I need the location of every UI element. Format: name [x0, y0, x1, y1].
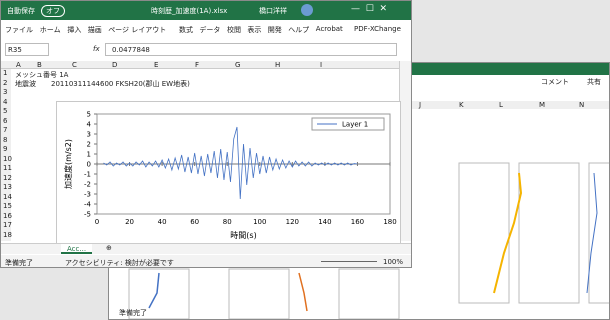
y-tick-label: -5: [84, 211, 91, 219]
x-tick-label: 120: [286, 218, 299, 226]
row-number: 9: [3, 145, 7, 153]
file-name: 時刻歴_加速度(1A).xlsx: [151, 6, 227, 16]
name-box[interactable]: R35: [5, 43, 49, 56]
zoom-slider[interactable]: [321, 261, 377, 262]
front-window: 自動保存 オフ 時刻歴_加速度(1A).xlsx 橋口洋祥 — ☐ ✕ ファイル…: [0, 0, 412, 268]
profile-curve: [149, 273, 159, 308]
column-label: A: [16, 61, 21, 69]
y-tick-label: -2: [84, 181, 91, 189]
autosave-toggle[interactable]: オフ: [41, 5, 65, 17]
column-label: B: [37, 61, 42, 69]
row-number: 12: [3, 174, 12, 182]
title-bar: 自動保存 オフ 時刻歴_加速度(1A).xlsx 橋口洋祥 — ☐ ✕: [1, 1, 411, 20]
row-number: 18: [3, 231, 12, 239]
x-tick-label: 60: [190, 218, 199, 226]
ribbon-tab[interactable]: ページ レイアウト: [108, 25, 166, 35]
add-sheet[interactable]: ⊕: [106, 244, 112, 252]
ribbon-tab[interactable]: データ: [199, 25, 220, 35]
ribbon-tab[interactable]: Acrobat: [316, 25, 343, 33]
cell: 地震波: [15, 79, 36, 89]
row-number: 8: [3, 136, 7, 144]
window-controls[interactable]: — ☐ ✕: [351, 4, 387, 14]
row-number: 16: [3, 212, 12, 220]
column-label: C: [72, 61, 77, 69]
column-label: I: [320, 61, 322, 69]
row-number: 7: [3, 126, 7, 134]
x-tick-label: 80: [223, 218, 232, 226]
column-header: A B C D E F G H I: [1, 61, 399, 69]
x-tick-label: 140: [318, 218, 331, 226]
ribbon-tab[interactable]: 数式: [179, 25, 193, 35]
y-tick-label: 5: [87, 111, 91, 119]
x-tick-label: 40: [158, 218, 167, 226]
ribbon-tab[interactable]: 開発: [268, 25, 282, 35]
row-number: 10: [3, 155, 12, 163]
x-tick-label: 0: [95, 218, 99, 226]
column-label: G: [235, 61, 240, 69]
formula-bar[interactable]: 0.0477848: [105, 43, 397, 56]
row-number: 15: [3, 202, 12, 210]
status-text: 準備完了: [119, 308, 147, 318]
ribbon-tab[interactable]: PDF-XChange: [354, 25, 401, 33]
row-number: 17: [3, 221, 12, 229]
row-number: 4: [3, 98, 7, 106]
column-label: E: [154, 61, 158, 69]
ribbon-tab[interactable]: 校閲: [227, 25, 241, 35]
row-number: 14: [3, 193, 12, 201]
column-label: F: [195, 61, 199, 69]
ribbon-tab[interactable]: 描画: [88, 25, 102, 35]
name-box-text: R35: [8, 46, 22, 54]
ribbon-tab[interactable]: ヘルプ: [288, 25, 309, 35]
column-label: D: [112, 61, 117, 69]
row-number: 3: [3, 88, 7, 96]
y-tick-label: 4: [87, 121, 92, 129]
y-axis-title: 加速度(m/s2): [63, 139, 73, 189]
profile-curve: [494, 173, 521, 293]
y-tick-label: 0: [87, 161, 91, 169]
ribbon-tabs: ファイルホーム挿入描画ページ レイアウト 数式データ校閲表示開発ヘルプ Acroba…: [1, 24, 411, 36]
ribbon-tab[interactable]: ファイル: [5, 25, 33, 35]
y-tick-label: 2: [87, 141, 91, 149]
avatar: [301, 4, 313, 16]
row-number: 5: [3, 107, 7, 115]
y-tick-label: -4: [84, 201, 92, 209]
column-label: H: [275, 61, 280, 69]
row-number: 11: [3, 164, 12, 172]
ribbon-tab[interactable]: ホーム: [40, 25, 61, 35]
desktop: コメント 共有 JKLMN 準備完了 自動保存 オフ 時刻歴_加速度(1A).x…: [0, 0, 610, 320]
row-number: 6: [3, 117, 7, 125]
accessibility-text[interactable]: アクセシビリティ: 検討が必要です: [65, 258, 174, 268]
y-tick-label: -3: [84, 191, 91, 199]
data-line: [104, 127, 358, 199]
row-number: 1: [3, 69, 7, 77]
status-bar: 準備完了 アクセシビリティ: 検討が必要です 100%: [1, 255, 411, 268]
y-tick-label: 1: [87, 151, 91, 159]
row-number: 2: [3, 79, 7, 87]
fx-label: fx: [93, 45, 100, 53]
x-tick-label: 100: [253, 218, 266, 226]
sheet-tabs: Acc... ⊕: [1, 243, 411, 254]
formula-text: 0.0477848: [112, 46, 150, 54]
zoom-level: 100%: [383, 258, 403, 266]
ribbon-tab[interactable]: 挿入: [67, 25, 81, 35]
cell: 20110311144600 FKSH20(郡山 EW地表): [51, 79, 190, 89]
y-tick-label: 3: [87, 131, 91, 139]
user-name: 橋口洋祥: [259, 6, 287, 16]
ribbon-tab[interactable]: 表示: [247, 25, 261, 35]
profile-curve: [299, 273, 307, 311]
status-text: 準備完了: [5, 258, 33, 268]
x-tick-label: 20: [125, 218, 134, 226]
sheet-tab[interactable]: Acc...: [61, 244, 92, 254]
autosave-label: 自動保存: [7, 6, 35, 16]
x-tick-label: 160: [351, 218, 364, 226]
x-tick-label: 180: [383, 218, 396, 226]
x-axis-title: 時間(s): [230, 231, 256, 240]
chart: -5 -4 -3 -2 -1 0 1 2 3 4 5 0 20 40 60 80 100 120 140 160 180…: [56, 101, 401, 245]
legend-label: Layer 1: [342, 121, 368, 129]
y-tick-label: -1: [84, 171, 91, 179]
row-number: 13: [3, 183, 12, 191]
